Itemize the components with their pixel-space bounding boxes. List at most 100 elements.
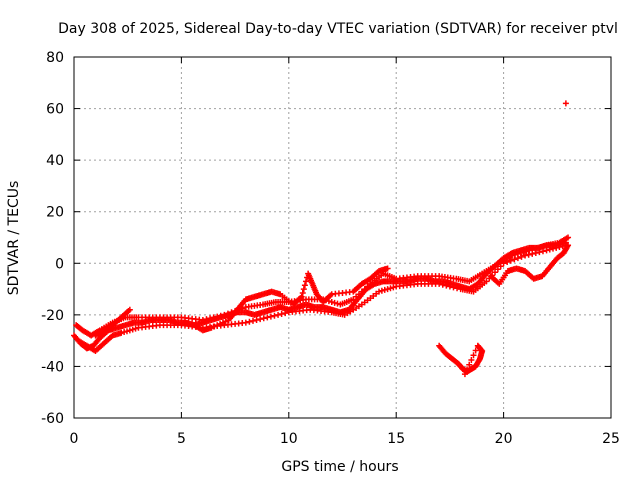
y-tick-label: 20 — [46, 205, 64, 221]
plot-frame — [73, 56, 612, 419]
upper-envelope-point — [540, 243, 547, 250]
x-tick-label: 25 — [602, 431, 620, 447]
lower-envelope-point — [242, 319, 249, 326]
lower-envelope-point — [246, 318, 253, 325]
upper-envelope-point — [207, 315, 214, 322]
y-tick-label: -40 — [41, 359, 64, 375]
outlier-cluster-point — [470, 352, 477, 359]
lower-envelope-point — [278, 310, 285, 317]
lower-envelope-point — [121, 329, 128, 336]
lower-envelope-point — [132, 325, 139, 332]
chart-title: Day 308 of 2025, Sidereal Day-to-day VTE… — [58, 21, 618, 37]
x-tick-label: 0 — [70, 431, 79, 447]
upper-envelope-point — [526, 247, 533, 254]
upper-envelope-point — [331, 299, 338, 306]
lower-envelope-point — [494, 266, 501, 273]
y-tick-label: 0 — [55, 256, 64, 272]
upper-envelope-point — [512, 251, 519, 258]
outlier-point-point — [562, 100, 569, 107]
arcs-point — [126, 306, 133, 313]
lower-envelope-point — [439, 281, 446, 288]
upper-envelope-point — [199, 317, 206, 324]
x-tick-label: 5 — [177, 431, 186, 447]
y-tick-label: -60 — [41, 411, 64, 427]
lower-envelope-point — [257, 316, 264, 323]
upper-envelope-point — [509, 252, 516, 259]
upper-envelope-point — [217, 312, 224, 319]
lower-envelope-point — [123, 328, 130, 335]
arcs-point — [384, 265, 391, 272]
lower-envelope-point — [260, 315, 267, 322]
lower-envelope-point — [543, 247, 550, 254]
x-tick-label: 20 — [495, 431, 513, 447]
data-marks — [71, 100, 572, 378]
axis-ticks — [73, 56, 612, 419]
lower-envelope-point — [390, 284, 397, 291]
upper-envelope-point — [529, 246, 536, 253]
lower-envelope-point — [483, 278, 490, 285]
lower-envelope-point — [253, 317, 260, 324]
arcs-point — [298, 293, 305, 300]
upper-envelope-point — [523, 248, 530, 255]
upper-envelope-point — [214, 313, 221, 320]
upper-envelope-point — [517, 249, 524, 256]
outlier-cluster-point — [468, 356, 475, 363]
lower-envelope-point — [443, 282, 450, 289]
upper-envelope-point — [532, 245, 539, 252]
upper-envelope-point — [221, 311, 228, 318]
arcs-point — [565, 242, 572, 249]
upper-envelope-point — [224, 310, 231, 317]
x-axis-label: GPS time / hours — [281, 459, 398, 475]
outlier-cluster-point — [474, 342, 481, 349]
lower-envelope-point — [507, 257, 514, 264]
outlier-cluster-point — [464, 366, 471, 373]
upper-envelope-point — [334, 300, 341, 307]
arcs-point — [302, 278, 309, 285]
arcs-point — [301, 282, 308, 289]
lower-envelope-point — [267, 313, 274, 320]
y-tick-label: -20 — [41, 308, 64, 324]
lower-envelope-point — [387, 285, 394, 292]
upper-envelope-point — [210, 314, 217, 321]
outlier-cluster-point — [461, 371, 468, 378]
x-tick-label: 10 — [280, 431, 298, 447]
lower-envelope-point — [118, 329, 125, 336]
lower-envelope-point — [378, 287, 385, 294]
lower-envelope-point — [492, 269, 499, 276]
lower-envelope-point — [384, 286, 391, 293]
lower-envelope-point — [271, 312, 278, 319]
upper-envelope-point — [537, 243, 544, 250]
lower-envelope-point — [264, 314, 271, 321]
upper-envelope-point — [328, 298, 335, 305]
lower-envelope-point — [126, 327, 133, 334]
lower-envelope-point — [446, 283, 453, 290]
upper-envelope-point — [514, 250, 521, 257]
lower-envelope-point — [129, 326, 136, 333]
lower-envelope-point — [250, 317, 256, 324]
lower-envelope-point — [539, 248, 546, 255]
outlier-cluster-point — [466, 361, 473, 368]
arcs-point — [299, 289, 306, 296]
grid — [74, 57, 611, 418]
lower-envelope-point — [546, 246, 553, 253]
lower-envelope-point — [436, 280, 443, 287]
upper-envelope-point — [520, 249, 527, 256]
lower-envelope-point — [275, 311, 282, 318]
lower-envelope-point — [454, 285, 461, 292]
lower-envelope-point — [536, 249, 543, 256]
lower-envelope-point — [553, 244, 560, 251]
tick-labels: 0 5 10 15 20 25 -60 -40 -20 0 20 40 60 80 — [41, 50, 620, 447]
lower-envelope-point — [282, 310, 289, 317]
lower-envelope-point — [522, 252, 529, 259]
lower-envelope-point — [376, 288, 383, 295]
lower-envelope-point — [381, 286, 388, 293]
outlier-cluster-point — [472, 347, 479, 354]
x-tick-label: 15 — [387, 431, 405, 447]
upper-envelope-point — [534, 244, 541, 251]
y-tick-label: 60 — [46, 102, 64, 118]
upper-envelope-point — [565, 234, 572, 241]
y-axis-label: SDTVAR / TECUs — [6, 181, 22, 296]
lower-envelope-point — [450, 284, 457, 291]
